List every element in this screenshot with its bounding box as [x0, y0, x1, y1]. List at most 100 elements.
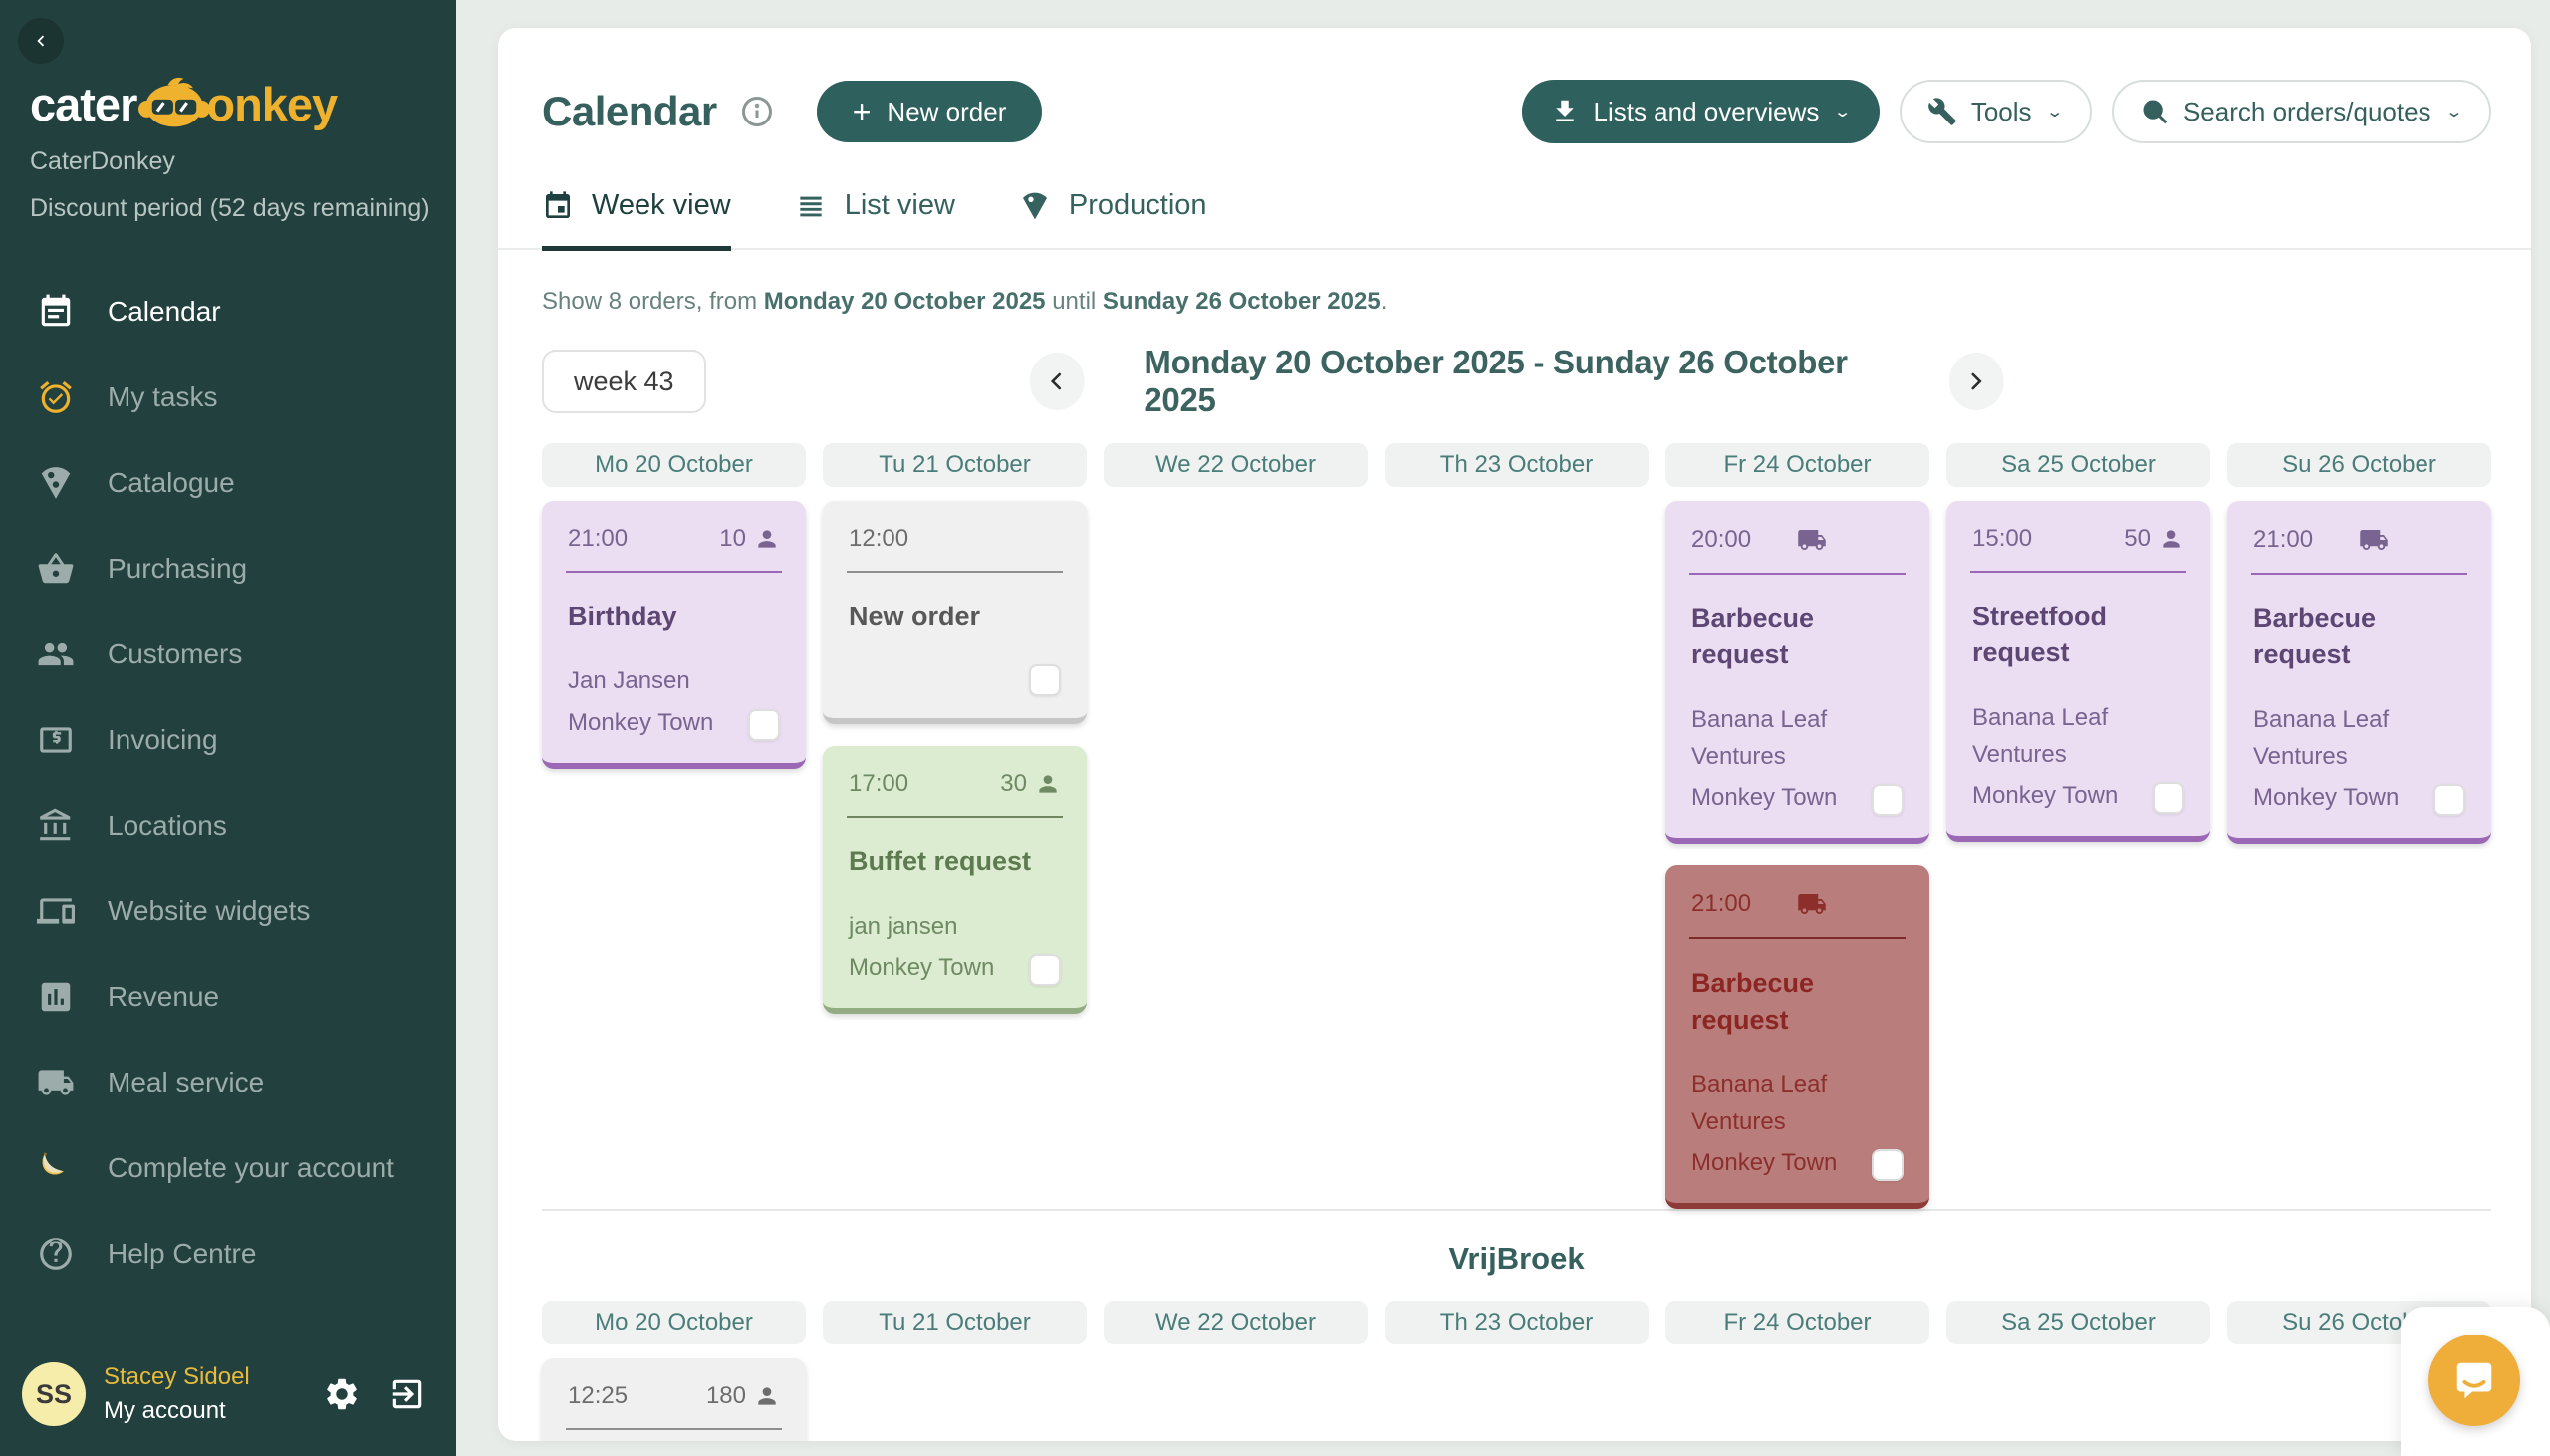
order-customer: Jan Jansen [568, 667, 690, 695]
view-tabs: Week view List view Production [498, 189, 2531, 251]
order-card-buffet[interactable]: 17:00 30 Buffet request jan jansen Monke… [823, 746, 1087, 1015]
search-orders-button[interactable]: Search orders/quotes ⌄ [2111, 80, 2491, 143]
sidebar-item-purchasing[interactable]: Purchasing [0, 526, 456, 611]
account-name: Stacey Sidoel [104, 1363, 250, 1390]
delivery-indicator [2359, 525, 2389, 555]
sidebar-item-locations[interactable]: Locations [0, 783, 456, 868]
tab-week-view[interactable]: Week view [542, 189, 731, 251]
order-checkbox[interactable] [2433, 784, 2465, 817]
previous-week-button[interactable] [1029, 353, 1085, 410]
person-icon [758, 530, 776, 548]
order-time: 21:00 [2253, 526, 2314, 553]
day-header: Tu 21 October [823, 443, 1087, 487]
orders-summary: Show 8 orders, from Monday 20 October 20… [542, 288, 1388, 315]
card-divider [1689, 937, 1906, 940]
day-header: Sa 25 October [1946, 443, 2210, 487]
day-header: We 22 October [1104, 1300, 1368, 1344]
banana-icon [36, 1148, 76, 1188]
order-checkbox[interactable] [1029, 954, 1061, 987]
order-title: Streetfood request [1972, 602, 2107, 668]
invoice-icon [36, 720, 76, 760]
order-title: Barbecue request [1691, 968, 1815, 1035]
person-icon [758, 1387, 776, 1405]
plus-icon: + [852, 93, 872, 129]
sidebar-item-meal-service[interactable]: Meal service [0, 1040, 456, 1125]
help-icon [36, 1234, 76, 1274]
order-checkbox[interactable] [1029, 664, 1061, 697]
tools-button[interactable]: Tools ⌄ [1899, 80, 2092, 143]
day-header: We 22 October [1104, 443, 1368, 487]
order-title: Barbecue request [1691, 604, 1815, 670]
order-card-birthday[interactable]: 21:00 10 Birthday Jan Jansen Monkey Town [542, 501, 806, 769]
sidebar-item-revenue[interactable]: Revenue [0, 954, 456, 1040]
sidebar-item-help-centre[interactable]: Help Centre [0, 1211, 456, 1297]
sidebar-nav: Calendar My tasks Catalogue Purchasing C… [0, 269, 456, 1297]
order-checkbox[interactable] [1872, 784, 1904, 817]
sidebar-item-catalogue[interactable]: Catalogue [0, 440, 456, 526]
lists-overviews-button[interactable]: Lists and overviews ⌄ [1521, 80, 1880, 143]
chevron-left-icon [37, 35, 45, 47]
tab-list-view[interactable]: List view [795, 189, 955, 251]
sidebar-item-label: Website widgets [108, 895, 311, 926]
sidebar-item-label: Help Centre [108, 1238, 257, 1269]
sidebar-item-my-tasks[interactable]: My tasks [0, 355, 456, 440]
chat-bubble-icon [2456, 1362, 2492, 1399]
new-order-button[interactable]: + New order [816, 81, 1043, 142]
day-header: Su 26 October [2227, 443, 2491, 487]
guest-count: 50 [2124, 525, 2184, 553]
day-header: Tu 21 October [823, 1300, 1087, 1344]
sidebar-item-label: Invoicing [108, 724, 218, 755]
week-section-main: Mo 20 October Tu 21 October We 22 Octobe… [542, 443, 2491, 1209]
order-card-barbecue-fri[interactable]: 20:00 Barbecue request Banana Leaf Ventu… [1665, 501, 1929, 845]
order-checkbox[interactable] [2153, 782, 2184, 815]
sidebar: cater onkey CaterDonkey Discount period … [0, 0, 456, 1456]
sidebar-item-calendar[interactable]: Calendar [0, 269, 456, 355]
order-customer: Banana Leaf Ventures [1691, 1071, 1828, 1135]
sidebar-item-customers[interactable]: Customers [0, 611, 456, 697]
order-card-wedding[interactable]: 12:25 180 Wedding Marieke en Johan Marie… [542, 1357, 806, 1441]
day-header: Th 23 October [1385, 1300, 1649, 1344]
logout-icon[interactable] [388, 1375, 426, 1413]
pizza-icon [1022, 192, 1047, 219]
order-card-barbecue-fri-late[interactable]: 21:00 Barbecue request Banana Leaf Ventu… [1665, 865, 1929, 1209]
guest-count: 10 [719, 525, 780, 553]
week-navigation: week 43 Monday 20 October 2025 - Sunday … [542, 344, 2491, 418]
settings-gear-icon[interactable] [323, 1375, 361, 1413]
sidebar-item-invoicing[interactable]: Invoicing [0, 697, 456, 783]
section-divider [542, 1208, 2491, 1211]
sidebar-item-label: Locations [108, 810, 227, 841]
chat-launcher-button[interactable] [2428, 1335, 2520, 1426]
account-section[interactable]: SS Stacey Sidoel My account [0, 1362, 456, 1456]
list-icon [800, 196, 822, 216]
basket-icon [36, 549, 76, 589]
wrench-icon [1928, 98, 1956, 125]
order-card-barbecue-sun[interactable]: 21:00 Barbecue request Banana Leaf Ventu… [2227, 501, 2491, 845]
page-title: Calendar [542, 88, 717, 134]
sidebar-collapse-button[interactable] [18, 18, 64, 64]
chevron-left-icon [1050, 372, 1062, 390]
order-checkbox[interactable] [748, 708, 780, 741]
sidebar-item-complete-account[interactable]: Complete your account [0, 1125, 456, 1211]
person-icon [2163, 530, 2180, 548]
tab-production[interactable]: Production [1019, 189, 1207, 251]
card-divider [1970, 571, 2186, 573]
order-location: Monkey Town [568, 708, 714, 736]
new-order-label: New order [887, 96, 1007, 126]
order-card-streetfood[interactable]: 15:00 50 Streetfood request Banana Leaf … [1946, 501, 2210, 843]
alarm-check-icon [36, 377, 76, 417]
chevron-down-icon: ⌄ [2045, 102, 2064, 121]
truck-icon [1798, 894, 1826, 915]
order-checkbox[interactable] [1872, 1148, 1904, 1181]
sidebar-item-website-widgets[interactable]: Website widgets [0, 868, 456, 954]
order-card-new-order[interactable]: 12:00 New order [823, 501, 1087, 725]
sidebar-item-label: Catalogue [108, 467, 235, 498]
logo-text-cater: cater [30, 77, 137, 130]
chevron-down-icon: ⌄ [1833, 102, 1852, 121]
tools-label: Tools [1970, 96, 2032, 126]
day-header: Fr 24 October [1665, 443, 1929, 487]
next-week-button[interactable] [1948, 353, 2004, 410]
info-icon[interactable] [739, 94, 775, 129]
logo-text-onkey: onkey [206, 77, 338, 130]
calendar-icon [36, 292, 76, 332]
week-section-vrijbroek: VrijBroek Mo 20 October Tu 21 October We… [542, 1241, 2491, 1441]
